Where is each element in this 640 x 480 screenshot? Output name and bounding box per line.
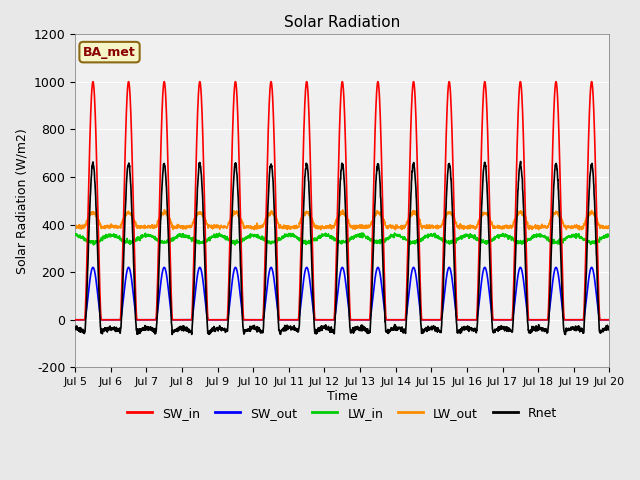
Rnet: [561, 332, 569, 337]
SW_in: [605, 317, 613, 323]
Legend: SW_in, SW_out, LW_in, LW_out, Rnet: SW_in, SW_out, LW_in, LW_out, Rnet: [122, 402, 563, 424]
LW_in: [498, 233, 506, 239]
SW_in: [89, 79, 97, 84]
LW_out: [369, 213, 377, 219]
LW_out: [605, 224, 613, 230]
SW_in: [573, 317, 581, 323]
Line: Rnet: Rnet: [75, 161, 609, 335]
Rnet: [573, 325, 581, 331]
Text: BA_met: BA_met: [83, 46, 136, 59]
LW_out: [575, 227, 583, 233]
X-axis label: Time: Time: [327, 390, 358, 403]
SW_out: [221, 317, 228, 323]
LW_in: [391, 230, 399, 236]
Line: LW_in: LW_in: [75, 233, 609, 245]
SW_in: [358, 317, 365, 323]
LW_in: [220, 233, 228, 239]
SW_out: [358, 317, 365, 323]
Rnet: [605, 324, 613, 330]
Rnet: [369, 252, 377, 257]
Title: Solar Radiation: Solar Radiation: [284, 15, 401, 30]
SW_in: [71, 317, 79, 323]
SW_in: [221, 317, 228, 323]
LW_out: [161, 207, 168, 213]
Rnet: [516, 158, 524, 164]
SW_in: [498, 317, 506, 323]
Rnet: [220, 327, 228, 333]
SW_out: [605, 317, 613, 323]
SW_out: [498, 317, 506, 323]
Line: LW_out: LW_out: [75, 210, 609, 230]
SW_out: [89, 264, 97, 270]
LW_out: [559, 217, 566, 223]
LW_in: [231, 242, 239, 248]
SW_out: [573, 317, 581, 323]
Line: SW_in: SW_in: [75, 82, 609, 320]
LW_out: [71, 225, 79, 231]
LW_in: [358, 231, 365, 237]
Rnet: [497, 323, 505, 329]
Rnet: [559, 300, 566, 306]
SW_out: [369, 290, 377, 296]
LW_in: [559, 237, 566, 243]
LW_out: [498, 225, 506, 230]
LW_out: [221, 225, 228, 230]
LW_in: [573, 232, 581, 238]
LW_in: [605, 232, 613, 238]
LW_out: [573, 224, 581, 230]
LW_in: [369, 238, 377, 244]
SW_in: [369, 194, 377, 200]
SW_in: [559, 271, 566, 276]
LW_in: [71, 232, 79, 238]
LW_out: [358, 223, 365, 228]
SW_out: [71, 317, 79, 323]
Y-axis label: Solar Radiation (W/m2): Solar Radiation (W/m2): [15, 128, 28, 274]
Line: SW_out: SW_out: [75, 267, 609, 320]
Rnet: [358, 322, 365, 328]
Rnet: [71, 324, 79, 329]
SW_out: [559, 307, 566, 312]
